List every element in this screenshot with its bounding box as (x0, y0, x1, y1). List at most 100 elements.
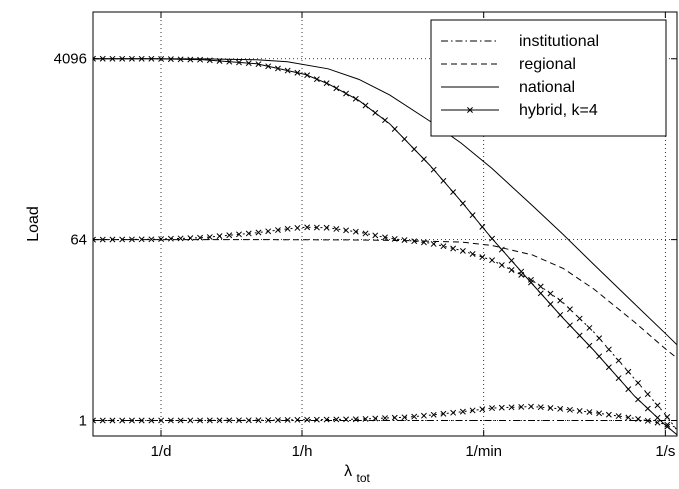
x-marker (644, 405, 651, 412)
x-marker (187, 235, 194, 242)
series-5 (93, 403, 677, 429)
x-marker (226, 58, 233, 65)
x-marker (167, 417, 174, 424)
x-marker (128, 55, 135, 62)
x-marker (489, 257, 496, 264)
x-marker (109, 55, 116, 62)
tick-layer: 1/d 1/h 1/min 1/s 1 64 4096 (54, 12, 677, 460)
x-marker (547, 405, 554, 411)
x-marker (586, 409, 593, 415)
x-marker (158, 236, 165, 243)
x-marker (216, 58, 223, 64)
x-marker (644, 417, 651, 424)
x-marker (187, 417, 194, 424)
legend-label: national (519, 79, 575, 96)
x-marker (206, 234, 213, 240)
x-marker (167, 235, 174, 242)
x-marker (576, 315, 583, 322)
legend-box (430, 19, 667, 137)
x-marker (109, 417, 116, 424)
x-marker (596, 353, 603, 360)
x-marker (654, 402, 661, 409)
x-marker (372, 109, 379, 116)
x-marker (313, 76, 320, 83)
x-marker (119, 55, 126, 62)
x-marker (566, 306, 573, 313)
x-marker (93, 417, 96, 424)
x-marker (382, 117, 388, 124)
x-marker (304, 416, 311, 423)
x-marker (352, 95, 359, 102)
x-marker (284, 225, 291, 232)
x-marker (255, 61, 262, 68)
x-marker (352, 228, 359, 235)
legend-label: hybrid, k=4 (519, 102, 598, 119)
series-line (93, 226, 677, 431)
x-axis-label-subscript: tot (357, 471, 371, 485)
x-axis-label-main: λ (344, 463, 352, 480)
legend-label: institutional (519, 33, 599, 50)
legend-item: regional (441, 56, 576, 73)
x-marker (440, 243, 447, 250)
x-marker (391, 235, 398, 242)
x-marker (265, 63, 272, 70)
x-marker (411, 238, 418, 245)
x-marker (479, 223, 486, 230)
x-marker (109, 236, 116, 243)
series-layer (93, 55, 677, 436)
x-marker (197, 56, 204, 63)
x-marker (284, 67, 291, 74)
x-marker (148, 55, 155, 62)
x-marker (206, 57, 213, 64)
legend-item: hybrid, k=4 (441, 102, 598, 119)
x-marker (467, 107, 473, 113)
x-marker (498, 404, 505, 411)
x-tick-label: 1/s (655, 443, 675, 460)
legend-item: national (441, 79, 575, 96)
x-marker (450, 409, 457, 416)
x-marker (119, 417, 126, 424)
x-marker (605, 346, 612, 353)
x-marker (498, 262, 505, 269)
x-marker (420, 239, 427, 246)
x-marker (528, 279, 534, 286)
x-marker (440, 410, 447, 417)
x-tick-label: 1/min (465, 443, 502, 460)
x-marker (557, 405, 564, 412)
x-marker (625, 386, 632, 393)
x-marker (469, 212, 476, 219)
series-2 (93, 58, 677, 346)
x-marker (177, 235, 184, 242)
x-marker (557, 311, 564, 318)
x-marker (294, 225, 301, 231)
x-marker (615, 413, 622, 420)
plot-frame (92, 11, 678, 437)
x-marker (245, 417, 252, 424)
x-axis-label: λ tot (344, 463, 370, 485)
x-marker (508, 267, 515, 273)
x-marker (304, 224, 311, 231)
x-marker (528, 276, 534, 283)
x-marker (343, 227, 350, 234)
x-marker (450, 189, 457, 196)
x-marker (274, 417, 281, 424)
x-marker (197, 417, 204, 424)
x-marker (576, 332, 583, 339)
x-marker (274, 65, 281, 72)
x-marker (469, 407, 476, 414)
x-marker (420, 412, 427, 419)
x-marker (333, 226, 340, 232)
x-marker (372, 415, 379, 422)
x-marker (518, 271, 525, 278)
x-marker (654, 414, 661, 421)
x-marker (411, 413, 418, 420)
x-marker (430, 411, 437, 418)
legend-item: institutional (441, 33, 599, 50)
x-marker (138, 236, 145, 243)
x-marker (313, 224, 320, 231)
x-marker (245, 230, 252, 237)
x-marker (323, 416, 330, 423)
x-marker (119, 236, 126, 243)
x-marker (528, 403, 534, 410)
x-marker (128, 236, 135, 243)
